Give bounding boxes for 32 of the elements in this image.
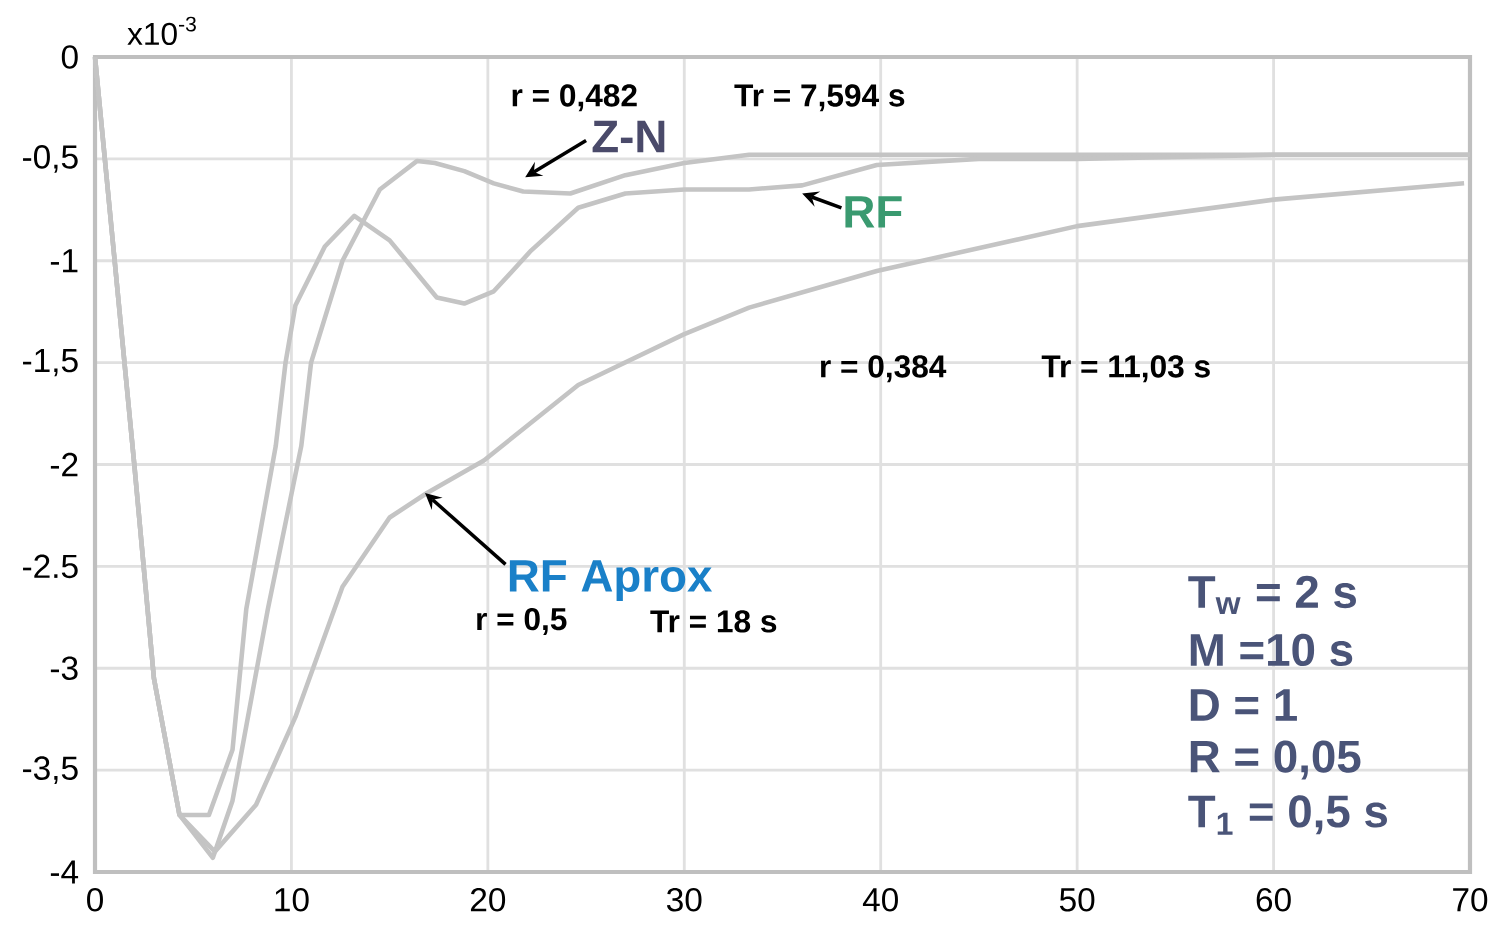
x-tick-label: 40 [862, 887, 898, 912]
y-tick-label: -4 [50, 860, 79, 884]
annotation: r = 0,5 [477, 607, 567, 635]
annotation: D = 1 [1190, 689, 1297, 721]
annotation: R = 0,05 [1190, 740, 1361, 780]
y-tick-label: -3 [50, 656, 78, 681]
annotation: M =10 s [1190, 633, 1353, 667]
y-tick-label: -1,5 [23, 349, 78, 377]
annotation: Tr = 7,594 s [734, 84, 905, 112]
annotation: Tr = 11,03 s [1041, 355, 1210, 383]
annotation: r = 0,384 [821, 355, 947, 383]
text: RF Aprox [509, 560, 713, 602]
series-label: RF [845, 196, 902, 228]
y-tick-label: -2 [50, 452, 78, 477]
y-tick-label: -2.5 [23, 554, 78, 579]
text: x10$^{-3}$ [127, 16, 196, 46]
y-tick-label: -0,5 [23, 145, 78, 173]
annotation: T$_{1}$ = 0,5 s [1188, 795, 1387, 835]
x-tick-label: 20 [470, 887, 506, 912]
x-tick-label: 50 [1059, 887, 1095, 912]
series-label: Z-N [592, 120, 665, 153]
annotation: r = 0,482 [512, 84, 637, 112]
y-tick-label: 0 [61, 45, 78, 69]
y-tick-label: -3,5 [23, 756, 78, 784]
annotation: T$_{w}$ = 2 s [1188, 575, 1356, 615]
x-tick-label: 10 [275, 887, 309, 912]
x-tick-label: 70 [1453, 887, 1488, 912]
annotation: Tr = 18 s [650, 610, 777, 633]
x-tick-label: 30 [666, 887, 702, 912]
x-tick-label: 60 [1256, 887, 1291, 912]
x-tick-label: 0 [87, 887, 103, 912]
y-tick-label: -1 [50, 249, 78, 273]
